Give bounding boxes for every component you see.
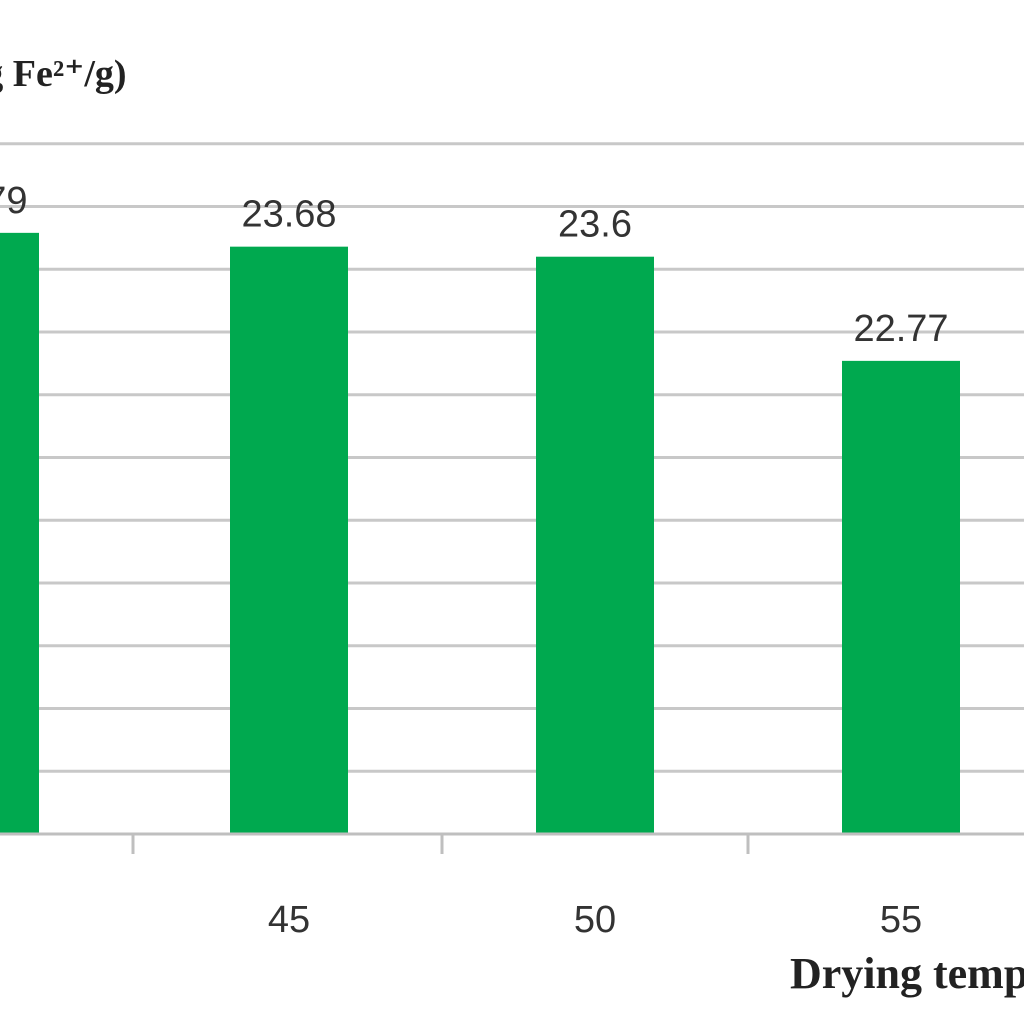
y-axis-title: (mg Fe²⁺/g) — [0, 53, 127, 95]
bar-45 — [230, 246, 348, 834]
bar-55 — [842, 360, 960, 834]
tick-label-50: 50 — [574, 899, 616, 941]
data-label-45: 23.68 — [241, 194, 336, 236]
data-label-50: 23.6 — [558, 204, 632, 246]
x-ticks: 40 45 50 55 — [0, 834, 922, 941]
tick-label-40: 40 — [0, 899, 1, 941]
x-axis-title: Drying temperature — [790, 949, 1024, 998]
tick-label-45: 45 — [268, 899, 310, 941]
tick-label-55: 55 — [880, 899, 922, 941]
gridlines — [0, 142, 1024, 773]
bar-50 — [536, 256, 654, 834]
data-label-40: 23.79 — [0, 180, 28, 222]
data-labels: 23.79 23.68 23.6 22.77 — [0, 180, 949, 350]
data-label-55: 22.77 — [853, 308, 948, 350]
bars — [0, 232, 960, 835]
bar-40 — [0, 232, 39, 835]
